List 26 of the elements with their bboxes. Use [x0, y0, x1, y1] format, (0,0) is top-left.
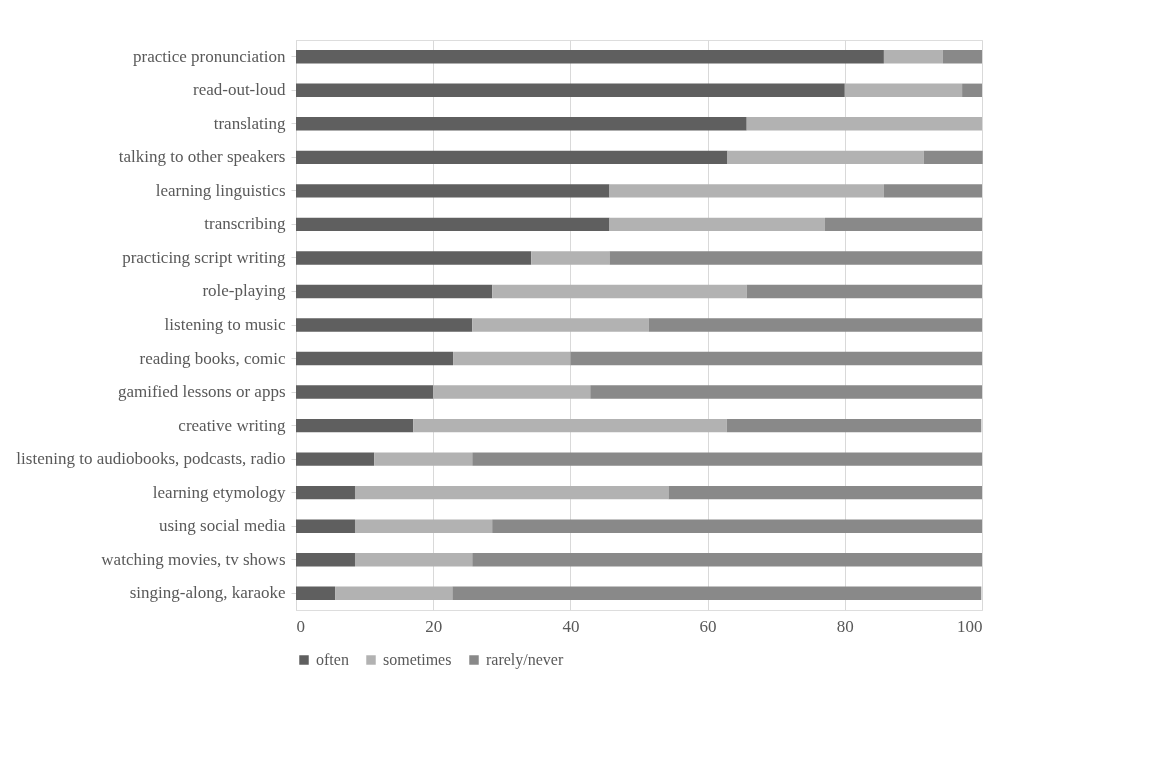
y-tick-label: practice pronunciation: [133, 46, 286, 66]
y-tick-label: watching movies, tv shows: [101, 549, 286, 569]
legend-label: often: [316, 651, 349, 668]
y-tick-label: learning etymology: [152, 482, 286, 502]
y-tick-label: practicing script writing: [122, 247, 286, 267]
y-tick-label: learning linguistics: [155, 180, 286, 200]
y-tick-label: reading books, comic: [139, 348, 286, 368]
x-tick-label: 40: [562, 616, 580, 636]
legend-label: rarely/never: [486, 651, 564, 669]
y-tick-label: using social media: [158, 516, 286, 536]
y-tick-label: translating: [213, 113, 286, 133]
y-tick-label: talking to other speakers: [118, 147, 286, 167]
y-tick-label: singing-along, karaoke: [129, 583, 286, 603]
x-tick-label: 60: [699, 616, 717, 636]
y-tick-label: listening to audiobooks, podcasts, radio: [16, 449, 286, 469]
legend-label: sometimes: [383, 651, 452, 668]
y-tick-label: role-playing: [202, 281, 286, 301]
y-tick-label: creative writing: [178, 415, 286, 435]
y-tick-label: read-out-loud: [192, 80, 286, 100]
x-tick-label: 100: [957, 616, 983, 636]
x-tick-label: 20: [425, 616, 443, 636]
x-tick-label: 0: [296, 616, 305, 636]
y-tick-label: gamified lessons or apps: [117, 382, 286, 402]
x-tick-label: 80: [836, 616, 854, 636]
y-tick-label: listening to music: [164, 315, 286, 334]
y-tick-label: transcribing: [204, 214, 286, 234]
